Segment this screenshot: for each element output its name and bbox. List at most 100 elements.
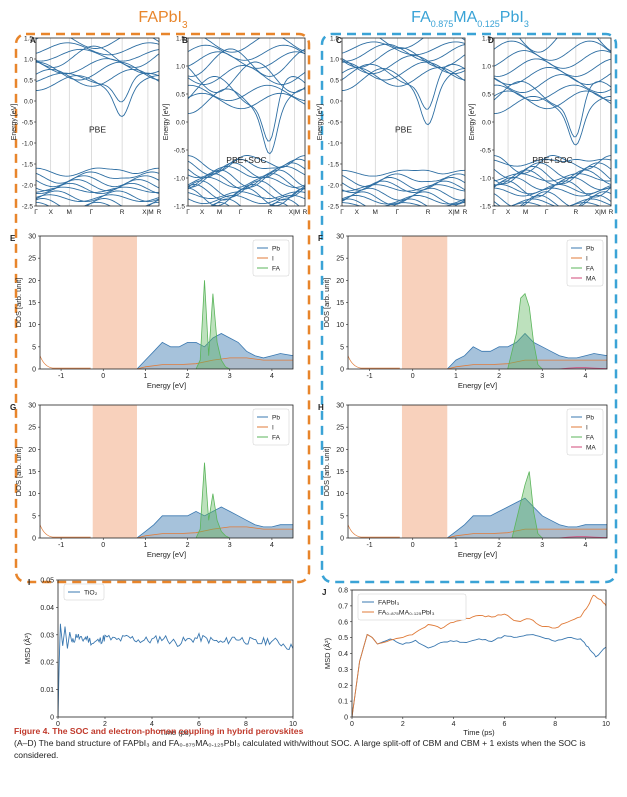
band-line [494,66,611,85]
dos-line-i [136,357,293,369]
panel-letter-d: D [488,36,494,45]
msd-line-0 [352,633,606,717]
x-tick-label: M [372,209,377,216]
group-box-2 [320,32,618,584]
x-tick-label: R [463,209,468,216]
panel-b: B-1.5-1.0-0.50.00.51.01.5Γ X M Γ R X|M REnergy… [163,36,308,217]
y-tick-label: -1.5 [328,162,340,169]
y-tick-label: 15 [28,469,36,476]
y-tick-label: 1.5 [482,36,491,43]
y-tick-label: 0.04 [40,605,54,612]
y-tick-label: 10 [28,322,36,329]
dos-area-i [447,529,607,538]
y-tick-label: 20 [28,447,36,454]
panel-annotation: PBE+SOC [226,155,266,165]
x-tick-label: 0 [56,721,60,728]
x-tick-label: 2 [186,373,190,380]
y-tick-label: -0.5 [328,120,340,127]
panel-letter-g: G [10,403,16,412]
bands [188,38,305,206]
y-tick-label: 30 [336,234,344,241]
band-line [494,191,611,206]
y-axis-label: Energy [eV] [163,104,170,141]
band-line [36,58,159,75]
band-gap-shade [92,236,137,369]
caption-title: Figure 4. The SOC and electron-phonon co… [14,726,304,736]
y-tick-label: 15 [336,469,344,476]
y-tick-label: -2.0 [22,183,34,190]
legend: Pb I FA MA [566,239,604,287]
y-axis-label: DOS [arb. unit] [14,447,23,497]
band-line [342,187,465,201]
x-tick-label: 3 [540,373,544,380]
y-tick-label: 30 [28,234,36,241]
band-line [342,68,465,126]
band-line [342,191,465,206]
dos-line-pb [136,506,293,538]
band-line [494,169,611,186]
band-line [188,51,305,69]
y-tick-label: -2.5 [22,204,34,211]
x-tick-label: 4 [270,542,274,549]
x-tick-label: R [268,209,273,216]
panel-letter-f: F [318,234,323,243]
band-line [342,43,465,62]
legend-label: Pb [272,246,280,253]
x-tick-label: X [506,209,511,216]
y-axis-label: Energy [eV] [317,104,324,141]
x-axis-label: Time (ps) [463,728,495,737]
panel-letter-b: B [182,36,188,45]
y-tick-label: 0.0 [482,120,491,127]
band-line [494,74,611,93]
y-tick-label: -1.5 [22,162,34,169]
y-tick-label: 20 [28,278,36,285]
y-tick-label: 30 [28,403,36,410]
y-tick-label: 0 [344,715,348,722]
figure-caption: Figure 4. The SOC and electron-phonon co… [14,725,620,761]
band-line [36,75,159,118]
band-line [188,92,305,110]
x-tick-label: -1 [58,542,64,549]
y-tick-label: 25 [28,256,36,263]
y-tick-label: 0.0 [330,99,339,106]
band-line [188,44,305,61]
x-tick-label: Γ [340,209,344,216]
panel-letter-c: C [336,36,342,45]
y-tick-label: -1.0 [174,176,186,183]
band-line [342,198,465,206]
band-line [188,180,305,198]
y-tick-label: 0.5 [24,78,33,85]
dos-line-vb-edge [348,524,400,538]
band-line [36,38,159,49]
x-tick-label: Γ [492,209,496,216]
band-line [494,80,611,138]
y-tick-label: 0.6 [338,619,348,626]
y-tick-label: 0.5 [176,92,185,99]
panel-i: I 0 0.01 0.02 0.03 0.04 0.05 0 2 4 6 8 10 Time (ps) MS… [23,578,297,738]
x-tick-label: 0 [411,542,415,549]
band-line [342,169,465,177]
band-gap-shade [92,405,137,538]
dos-series [40,462,293,538]
legend-box [357,593,467,621]
dos-line-i [447,359,607,369]
band-line [494,162,611,179]
x-tick-label: 6 [502,721,506,728]
y-tick-label: 1.5 [24,36,33,43]
x-tick-label: -1 [366,373,372,380]
band-line [494,84,611,102]
x-tick-label: 2 [401,721,405,728]
legend-label: FA [586,435,595,442]
panel-annotation: PBE [395,124,412,134]
band-line [494,194,611,206]
dos-area-pb [137,507,293,538]
panel-f: F 0 5 10 15 20 25 30 -1 0 1 2 3 4 Energy [eV] DOS [arb.… [318,234,608,390]
band-line [36,175,159,188]
band-line [342,202,465,206]
y-tick-label: 0.05 [40,578,54,585]
x-tick-label: Γ [90,209,94,216]
y-axis-label: MSD (Å²) [323,637,332,669]
x-tick-label: 4 [270,373,274,380]
band-line [494,173,611,182]
legend-label: FA [272,266,281,273]
